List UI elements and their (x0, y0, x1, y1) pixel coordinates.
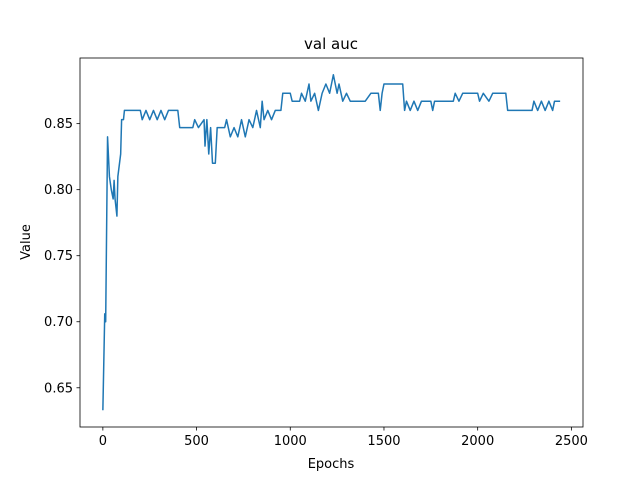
chart-title: val auc (304, 35, 358, 53)
x-tick-label: 2500 (555, 434, 588, 449)
plot-frame (79, 57, 584, 428)
y-tick-label: 0.65 (44, 381, 73, 396)
y-tick-label: 0.85 (44, 117, 73, 132)
x-tick-label: 1000 (274, 434, 307, 449)
y-tick-label: 0.70 (44, 315, 73, 330)
x-tick-label: 500 (184, 434, 209, 449)
x-tick-label: 2000 (461, 434, 494, 449)
x-axis-label: Epochs (308, 457, 355, 472)
y-axis-label: Value (19, 224, 34, 260)
x-tick-label: 0 (99, 434, 107, 449)
y-tick-label: 0.75 (44, 249, 73, 264)
data-line (102, 74, 561, 411)
y-tick-label: 0.80 (44, 183, 73, 198)
x-tick-label: 1500 (367, 434, 400, 449)
